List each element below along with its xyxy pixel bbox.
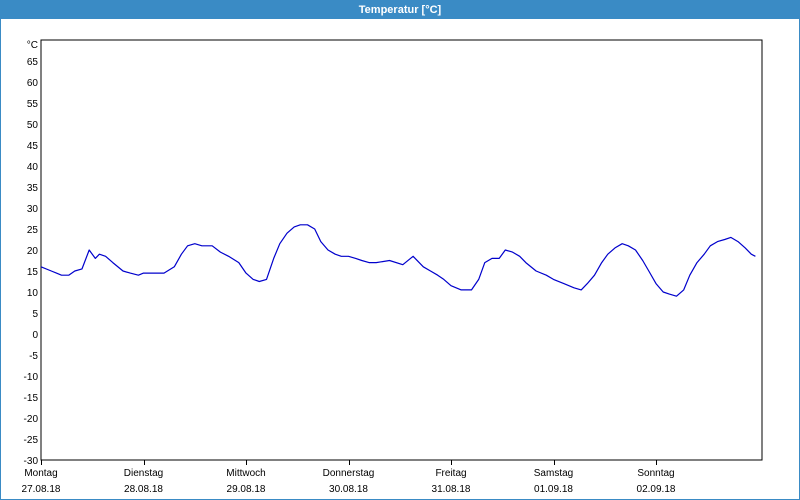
x-tick-day-label: Freitag bbox=[435, 468, 466, 479]
y-tick-label: 65 bbox=[27, 57, 39, 68]
x-tick-day-label: Dienstag bbox=[124, 468, 163, 479]
x-tick-date-label: 30.08.18 bbox=[329, 484, 368, 495]
y-tick-label: -25 bbox=[24, 435, 39, 446]
y-tick-label: 20 bbox=[27, 246, 39, 257]
y-tick-label: 55 bbox=[27, 99, 39, 110]
x-tick-date-label: 27.08.18 bbox=[22, 484, 61, 495]
x-tick-day-label: Montag bbox=[24, 468, 57, 479]
y-tick-label: 25 bbox=[27, 225, 39, 236]
x-tick-day-label: Samstag bbox=[534, 468, 573, 479]
x-tick-date-label: 29.08.18 bbox=[227, 484, 266, 495]
y-tick-label: -20 bbox=[24, 414, 39, 425]
chart-title: Temperatur [°C] bbox=[1, 1, 799, 19]
y-tick-label: 10 bbox=[27, 288, 39, 299]
plot-area bbox=[40, 39, 763, 461]
x-tick-date-label: 31.08.18 bbox=[432, 484, 471, 495]
y-tick-label: 40 bbox=[27, 162, 39, 173]
series-line-temperatur bbox=[40, 224, 756, 297]
y-tick-label: 15 bbox=[27, 267, 39, 278]
x-tick-day-label: Donnerstag bbox=[323, 468, 375, 479]
y-tick-label: 60 bbox=[27, 78, 39, 89]
y-axis-unit-label: °C bbox=[27, 40, 38, 51]
y-tick-label: 35 bbox=[27, 183, 39, 194]
y-tick-label: -10 bbox=[24, 372, 39, 383]
x-tick-day-label: Mittwoch bbox=[226, 468, 265, 479]
y-tick-label: 30 bbox=[27, 204, 39, 215]
x-tick-date-label: 02.09.18 bbox=[637, 484, 676, 495]
y-tick-label: 45 bbox=[27, 141, 39, 152]
y-tick-label: -15 bbox=[24, 393, 39, 404]
y-tick-label: 0 bbox=[32, 330, 38, 341]
y-tick-label: 50 bbox=[27, 120, 39, 131]
y-tick-label: 5 bbox=[32, 309, 38, 320]
x-tick-date-label: 01.09.18 bbox=[534, 484, 573, 495]
x-tick-day-label: Sonntag bbox=[637, 468, 674, 479]
x-tick-date-label: 28.08.18 bbox=[124, 484, 163, 495]
y-tick-label: -30 bbox=[24, 456, 39, 467]
y-tick-label: -5 bbox=[29, 351, 38, 362]
